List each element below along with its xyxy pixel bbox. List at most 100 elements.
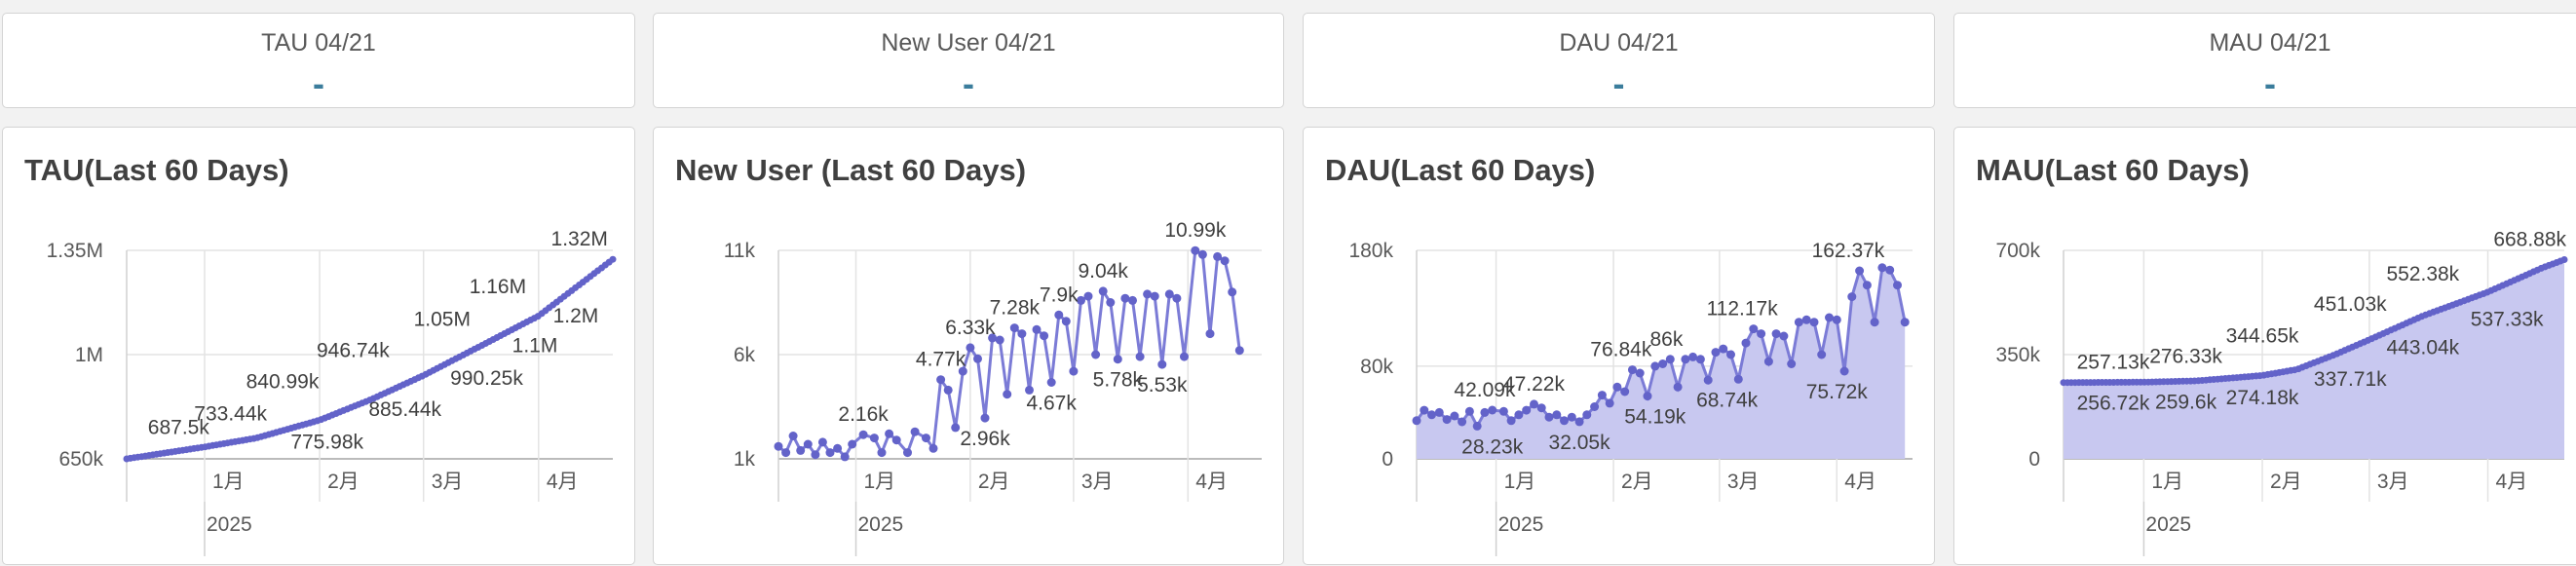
- data-point: [988, 333, 998, 343]
- kpi-card-mau: MAU 04/21 -: [1953, 13, 2576, 108]
- y-tick-label: 6k: [734, 344, 756, 366]
- data-point: [1681, 355, 1690, 364]
- y-tick-label: 0: [1382, 448, 1393, 471]
- data-point: [1205, 329, 1215, 339]
- kpi-value: -: [2264, 63, 2276, 103]
- data-point: [609, 255, 617, 263]
- data-point: [1464, 406, 1474, 416]
- data-point: [1113, 355, 1122, 364]
- data-point: [1197, 249, 1207, 259]
- data-point: [1220, 256, 1230, 266]
- data-point: [1458, 417, 1467, 427]
- data-label: 537.33k: [2471, 309, 2544, 331]
- chart-card-new-user[interactable]: New User (Last 60 Days) 1k 6k 11k 1月 2月 3月 4月 2…: [653, 127, 1284, 565]
- chart-card-mau[interactable]: MAU(Last 60 Days) 0 350k 700k 1月 2月 3月 4月 2025 2…: [1953, 127, 2576, 565]
- data-label: 10.99k: [1164, 219, 1227, 242]
- data-point: [788, 432, 798, 440]
- data-label: 274.18k: [2226, 387, 2299, 409]
- data-label: 86k: [1650, 328, 1684, 351]
- chart-card-dau[interactable]: DAU(Last 60 Days) 0 80k 180k 1月 2月 3月 4月 2025 42…: [1303, 127, 1935, 565]
- data-point: [825, 448, 835, 458]
- data-point: [1870, 318, 1879, 327]
- data-point: [1442, 415, 1452, 425]
- data-point: [1488, 405, 1497, 415]
- data-point: [1711, 348, 1721, 358]
- data-point: [1771, 329, 1781, 339]
- x-tick-label: 4月: [1844, 471, 1876, 493]
- kpi-value: -: [963, 63, 974, 103]
- data-point: [1427, 410, 1436, 420]
- data-point: [1567, 412, 1576, 422]
- chart-title: MAU(Last 60 Days): [1976, 153, 2250, 187]
- data-label: 4.67k: [1026, 392, 1077, 414]
- data-point: [958, 366, 967, 376]
- data-point: [1544, 412, 1554, 422]
- data-label: 47.22k: [1503, 373, 1566, 396]
- dau-area-chart[interactable]: 0 80k 180k 1月 2月 3月 4月 2025 42.09k 28.23k 47.22k 32…: [1304, 128, 1936, 566]
- x-tick-label: 3月: [1081, 471, 1114, 493]
- data-point: [1530, 399, 1538, 409]
- x-tick-label: 3月: [432, 471, 464, 493]
- data-point: [1098, 286, 1108, 296]
- data-label: 1.32M: [551, 228, 608, 250]
- data-point: [1832, 315, 1841, 324]
- data-point: [781, 448, 791, 458]
- kpi-title: TAU 04/21: [261, 29, 376, 57]
- data-point: [1077, 295, 1085, 305]
- data-point: [1650, 361, 1660, 371]
- data-point: [1726, 350, 1735, 359]
- data-point: [1900, 318, 1910, 327]
- data-point: [858, 430, 868, 439]
- data-point: [1582, 410, 1592, 420]
- x-tick-label: 2月: [978, 471, 1010, 493]
- data-point: [1069, 366, 1079, 376]
- data-label: 5.53k: [1137, 374, 1188, 396]
- x-tick-label: 2月: [327, 471, 360, 493]
- data-point: [1590, 402, 1600, 411]
- data-label: 276.33k: [2149, 346, 2222, 368]
- data-point: [1480, 407, 1490, 417]
- data-point: [1643, 392, 1652, 401]
- data-point: [951, 423, 961, 433]
- data-point: [1009, 323, 1019, 333]
- data-point: [1120, 293, 1130, 303]
- data-point: [936, 375, 946, 385]
- x-tick-label: 1月: [212, 471, 245, 493]
- data-point: [1612, 382, 1622, 392]
- data-label: 4.77k: [916, 349, 966, 371]
- data-point: [1847, 292, 1857, 302]
- data-point: [1665, 355, 1675, 364]
- data-point: [1106, 298, 1116, 307]
- kpi-card-tau: TAU 04/21 -: [2, 13, 635, 108]
- y-tick-label: 80k: [1360, 356, 1393, 378]
- kpi-card-dau: DAU 04/21 -: [1303, 13, 1935, 108]
- data-point: [1839, 366, 1849, 376]
- data-point: [1597, 391, 1607, 400]
- data-point: [1757, 329, 1766, 339]
- mau-area-chart[interactable]: 0 350k 700k 1月 2月 3月 4月 2025 257.13k 256.72k 276.3…: [1954, 128, 2576, 566]
- data-point: [1779, 331, 1789, 341]
- data-label: 451.03k: [2314, 293, 2387, 316]
- data-point: [1040, 331, 1049, 341]
- series-area: [2064, 259, 2564, 459]
- data-point: [1017, 329, 1027, 339]
- new-user-line-chart[interactable]: 1k 6k 11k 1月 2月 3月 4月 2025 2.16k 4.77k 6.33k 2.96k 7…: [654, 128, 1285, 566]
- data-label: 7.9k: [1040, 283, 1079, 306]
- data-point: [891, 435, 901, 445]
- data-label: 733.44k: [194, 402, 267, 425]
- data-point: [848, 439, 857, 449]
- data-label: 552.38k: [2386, 263, 2459, 285]
- data-point: [803, 439, 813, 449]
- data-label: 28.23k: [1461, 435, 1524, 458]
- data-label: 1.2M: [553, 305, 599, 327]
- data-label: 1.1M: [512, 334, 558, 357]
- x-tick-label: 1月: [864, 471, 896, 493]
- data-point: [995, 335, 1004, 345]
- data-point: [1628, 365, 1637, 375]
- data-point: [1135, 352, 1145, 361]
- y-tick-label: 1M: [75, 344, 103, 366]
- data-point: [910, 427, 920, 436]
- chart-card-tau[interactable]: TAU(Last 60 Days) 650k 1M 1.35M 1月 2月 3月 4月 202…: [2, 127, 635, 565]
- data-point: [811, 450, 820, 460]
